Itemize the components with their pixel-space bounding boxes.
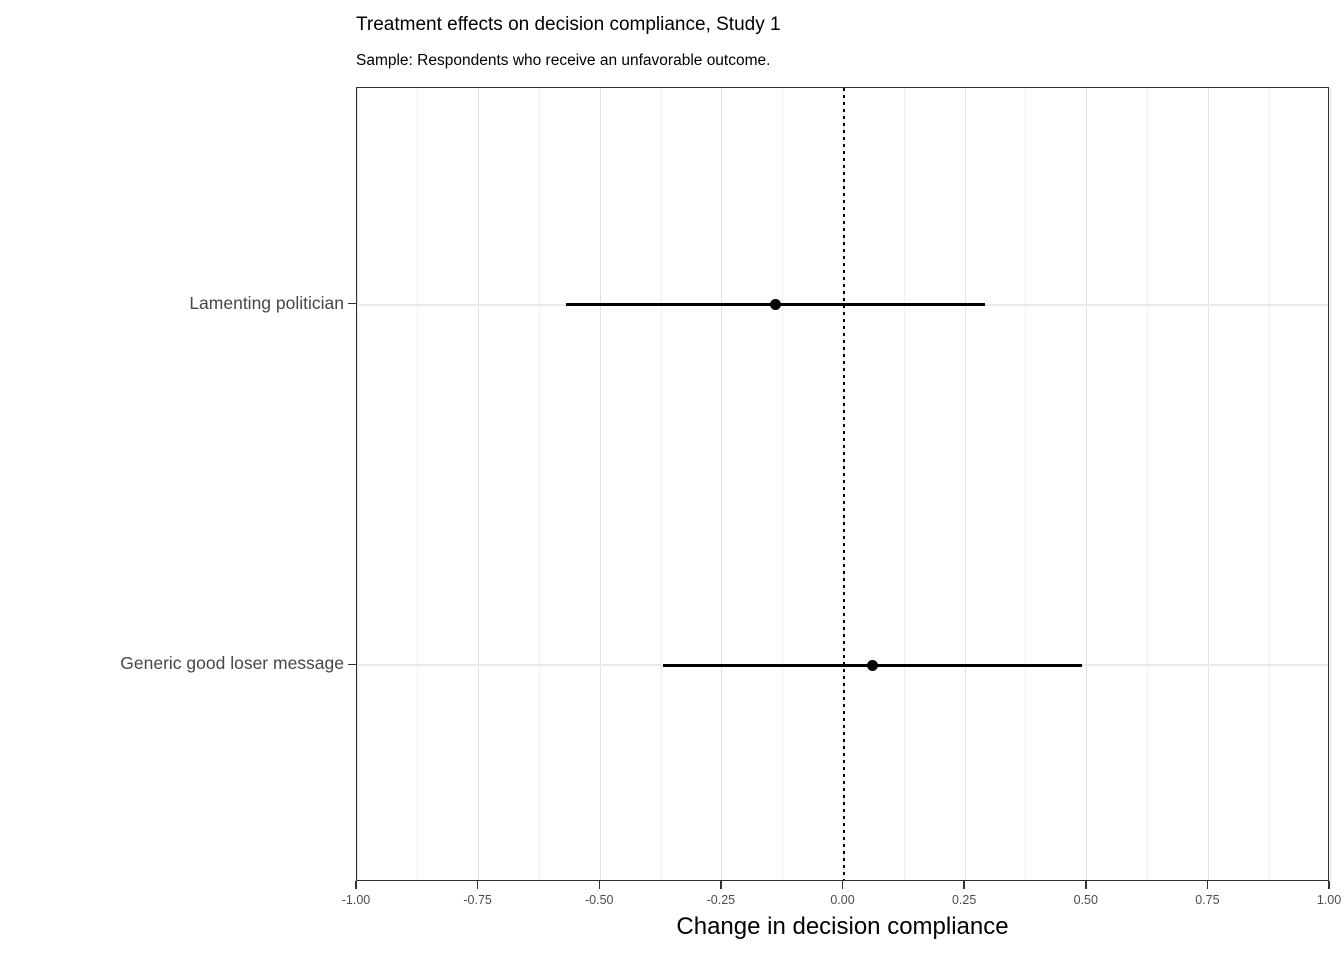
chart-title: Treatment effects on decision compliance…: [356, 14, 781, 35]
gridline-minor-vertical: [1147, 88, 1149, 880]
x-axis-title: Change in decision compliance: [676, 913, 1009, 940]
gridline-minor-vertical: [660, 88, 662, 880]
zero-reference-line: [842, 88, 845, 880]
x-axis-tick-label: 0.75: [1195, 893, 1220, 907]
point-estimate: [769, 299, 781, 311]
x-axis-tick: [1206, 881, 1209, 889]
x-axis-tick: [963, 881, 965, 889]
x-axis-tick-label: -0.50: [585, 893, 614, 907]
x-axis-tick-label: -0.75: [463, 893, 492, 907]
x-axis-tick: [476, 881, 479, 889]
x-axis-tick: [598, 881, 600, 889]
gridline-major-vertical: [599, 88, 601, 880]
x-axis-tick-label: 0.00: [830, 893, 855, 907]
gridline-minor-vertical: [1025, 88, 1027, 880]
x-axis-tick-label: 1.00: [1316, 893, 1342, 907]
gridline-major-vertical: [356, 88, 358, 880]
gridline-major-vertical: [964, 88, 966, 880]
gridline-major-vertical: [1086, 88, 1088, 880]
gridline-major-vertical: [721, 88, 723, 880]
gridline-minor-vertical: [417, 88, 419, 880]
x-axis-tick: [841, 881, 844, 889]
x-axis-tick-label: -1.00: [341, 893, 371, 907]
x-axis-tick: [1085, 881, 1087, 889]
x-axis-tick: [1328, 881, 1330, 889]
y-axis-tick: [348, 302, 356, 305]
gridline-minor-vertical: [1268, 88, 1270, 880]
x-axis-tick-label: 0.25: [951, 893, 977, 907]
gridline-major-vertical: [1207, 88, 1209, 880]
y-axis-tick: [348, 663, 356, 666]
chart-subtitle: Sample: Respondents who receive an unfav…: [356, 52, 771, 69]
gridline-major-vertical: [1329, 88, 1331, 880]
gridline-minor-vertical: [903, 88, 905, 880]
plot-panel: [356, 87, 1331, 881]
x-axis-tick-label: 0.50: [1073, 893, 1098, 907]
y-axis-label: Lamenting politician: [189, 292, 344, 313]
x-axis-tick: [720, 881, 722, 889]
gridline-major-vertical: [478, 88, 480, 880]
x-axis-tick: [355, 881, 357, 889]
y-axis-label: Generic good loser message: [120, 653, 344, 674]
point-estimate: [867, 659, 879, 671]
x-axis-tick-label: -0.25: [706, 893, 736, 907]
gridline-minor-vertical: [782, 88, 784, 880]
gridline-minor-vertical: [538, 88, 540, 880]
